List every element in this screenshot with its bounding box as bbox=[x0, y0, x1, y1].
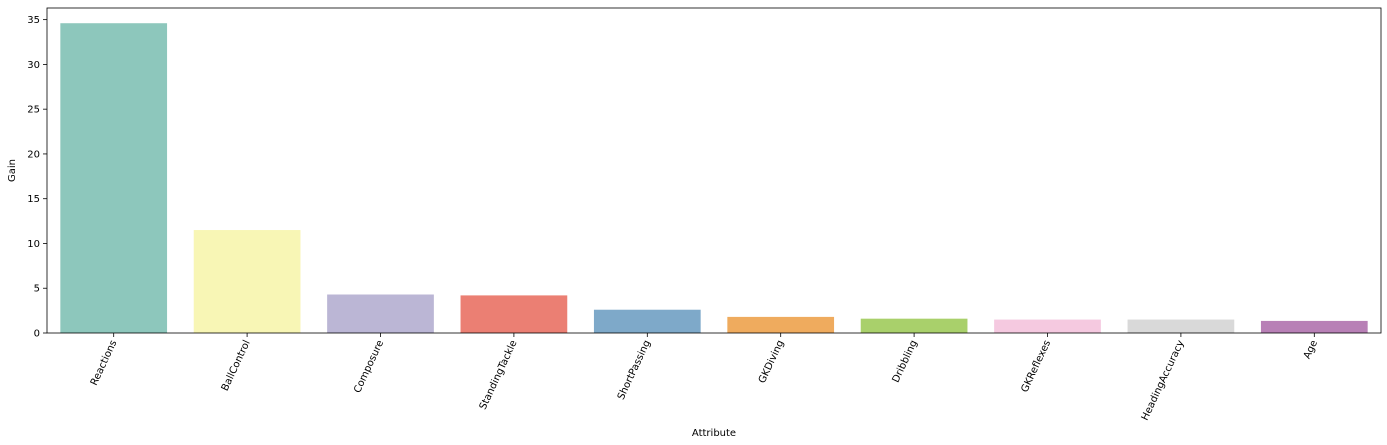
x-tick-label: StandingTackle bbox=[478, 339, 520, 412]
y-tick-label: 0 bbox=[34, 329, 40, 340]
bar-composure bbox=[327, 294, 434, 333]
bar-age bbox=[1260, 320, 1368, 333]
bars-group bbox=[60, 23, 1368, 333]
plot-frame bbox=[46, 7, 1382, 334]
y-tick-label: 20 bbox=[27, 149, 40, 160]
x-tick-label: GKReflexes bbox=[1019, 339, 1053, 395]
y-axis-label: Gain bbox=[7, 159, 18, 182]
x-axis-label: Attribute bbox=[692, 428, 736, 439]
bar-headingaccuracy bbox=[1127, 319, 1235, 333]
x-tick-label: ShortPassing bbox=[616, 339, 653, 402]
x-axis: Reactions BallControl Composure StandingTac… bbox=[89, 333, 1320, 422]
x-tick-label: HeadingAccuracy bbox=[1140, 339, 1187, 423]
y-tick-label: 30 bbox=[27, 60, 40, 71]
x-tick-label: Age bbox=[1302, 339, 1320, 361]
y-tick-label: 15 bbox=[27, 194, 40, 205]
x-tick-label: Dribbling bbox=[891, 339, 920, 385]
bar-shortpassing bbox=[593, 309, 701, 333]
y-tick-label: 25 bbox=[27, 105, 40, 116]
x-tick-label: Composure bbox=[352, 339, 386, 395]
bar-gkdiving bbox=[727, 316, 835, 333]
bar-dribbling bbox=[860, 318, 968, 333]
y-tick-label: 10 bbox=[27, 239, 40, 250]
x-tick-label: GKDiving bbox=[757, 339, 786, 385]
y-tick-label: 35 bbox=[27, 15, 40, 26]
y-tick-label: 5 bbox=[34, 284, 40, 295]
bar-gkreflexes bbox=[994, 319, 1101, 333]
bar-reactions bbox=[60, 23, 168, 333]
bar-ballcontrol bbox=[193, 230, 301, 333]
x-tick-label: BallControl bbox=[220, 339, 253, 393]
x-tick-label: Reactions bbox=[89, 339, 120, 388]
y-axis: 0 5 10 15 20 25 30 35 bbox=[27, 15, 47, 340]
bar-standingtackle bbox=[460, 295, 568, 333]
